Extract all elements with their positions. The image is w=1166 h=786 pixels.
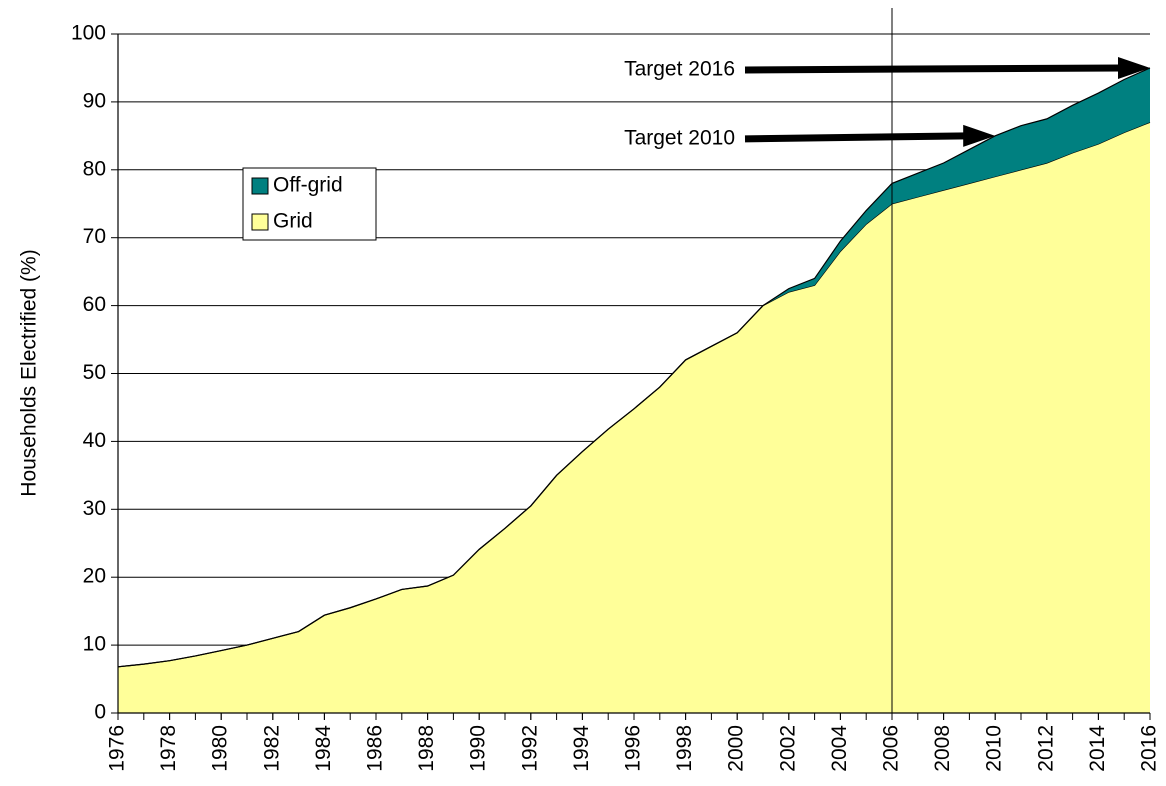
y-tick-label: 10 (83, 633, 106, 656)
y-tick-label: 90 (83, 89, 106, 112)
annotation: Target 2016 (624, 57, 735, 80)
x-tick-label: 1992 (518, 725, 541, 772)
x-tick-label: 2000 (725, 725, 748, 772)
y-axis-label: Households Electrified (%) (18, 249, 41, 496)
legend-swatch (251, 177, 269, 195)
x-tick-label: 1994 (570, 725, 593, 772)
x-tick-label: 2010 (983, 725, 1006, 772)
arrow-shaft (744, 64, 1123, 74)
y-tick-label: 80 (83, 157, 106, 180)
x-tick-label: 2002 (776, 725, 799, 772)
arrow-head (1118, 56, 1150, 79)
x-tick-label: 1986 (364, 725, 387, 772)
x-tick-label: 1988 (415, 725, 438, 772)
legend: Off-grid Grid (242, 167, 377, 241)
x-tick-label: 2012 (1034, 725, 1057, 772)
x-tick-label: 1996 (622, 725, 645, 772)
y-tick-label: 50 (83, 361, 106, 384)
area (118, 67, 1150, 667)
x-tick-label: 1976 (106, 725, 129, 772)
x-tick-label: 1990 (467, 725, 490, 772)
x-tick-label: 1982 (260, 725, 283, 772)
arrow-head (963, 124, 996, 147)
y-tick-label: 20 (83, 565, 106, 588)
legend-label: Grid (273, 210, 313, 233)
y-tick-label: 0 (94, 701, 106, 724)
annotation: Target 2010 (624, 126, 735, 149)
x-tick-label: 1984 (312, 725, 335, 772)
x-tick-label: 2016 (1138, 725, 1161, 772)
area-edge (117, 67, 1151, 668)
y-tick-label: 40 (83, 429, 106, 452)
y-tick-label: 30 (83, 497, 106, 520)
y-tick-label: 60 (83, 293, 106, 316)
y-tick-label: 100 (71, 22, 106, 45)
legend-label: Off-grid (273, 174, 343, 197)
y-tick-label: 70 (83, 225, 106, 248)
arrow-shaft (744, 132, 968, 143)
x-tick-label: 2014 (1086, 725, 1109, 772)
legend-swatch (251, 213, 269, 231)
x-tick-label: 2008 (931, 725, 954, 772)
x-tick-label: 1978 (157, 725, 180, 772)
x-tick-label: 1998 (673, 725, 696, 772)
x-tick-label: 2006 (880, 725, 903, 772)
x-tick-label: 2004 (828, 725, 851, 772)
x-tick-label: 1980 (209, 725, 232, 772)
